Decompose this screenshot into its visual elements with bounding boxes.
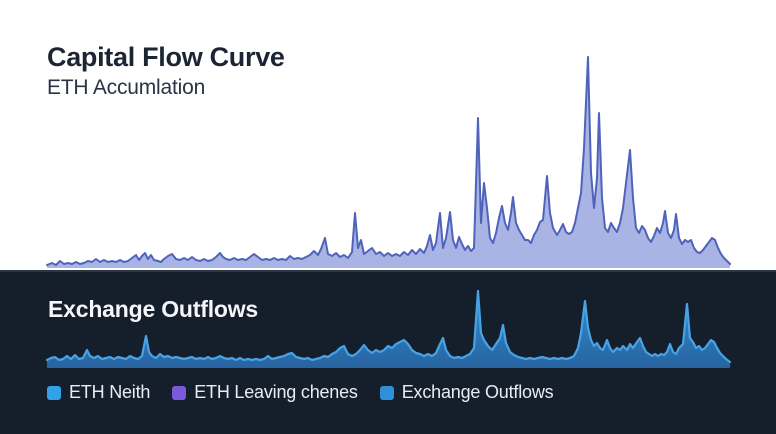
legend-item-eth-neith[interactable]: ETH Neith bbox=[47, 382, 150, 403]
eth-neith-swatch-icon bbox=[47, 385, 61, 400]
legend: ETH Neith ETH Leaving chenes Exchange Ou… bbox=[47, 382, 554, 403]
legend-label: ETH Leaving chenes bbox=[194, 382, 358, 402]
exchange-outflows-title: Exchange Outflows bbox=[48, 296, 259, 322]
capital-flow-area-fill bbox=[47, 57, 730, 268]
page-subtitle: ETH Accumlation bbox=[47, 76, 206, 99]
legend-label: ETH Neith bbox=[69, 382, 151, 402]
legend-item-exchange-outflows[interactable]: Exchange Outflows bbox=[379, 382, 554, 403]
capital-flow-area-line bbox=[46, 56, 731, 266]
legend-label: Exchange Outflows bbox=[401, 382, 554, 402]
capital-flow-panel: Capital Flow Curve ETH Accumlation bbox=[46, 42, 731, 268]
capital-flow-area-chart bbox=[46, 56, 731, 268]
exchange-outflows-area-fill bbox=[47, 291, 730, 368]
eth-leaving-chenes-swatch-icon bbox=[172, 385, 187, 400]
exchange-outflows-area-chart bbox=[45, 289, 732, 368]
legend-item-eth-leaving-chenes[interactable]: ETH Leaving chenes bbox=[172, 382, 358, 403]
page-title: Capital Flow Curve bbox=[47, 42, 285, 72]
exchange-outflows-area-line bbox=[45, 289, 732, 364]
exchange-outflows-panel: Exchange Outflows ETH Neith ETH Leaving … bbox=[0, 270, 776, 434]
exchange-outflows-swatch-icon bbox=[379, 385, 394, 400]
